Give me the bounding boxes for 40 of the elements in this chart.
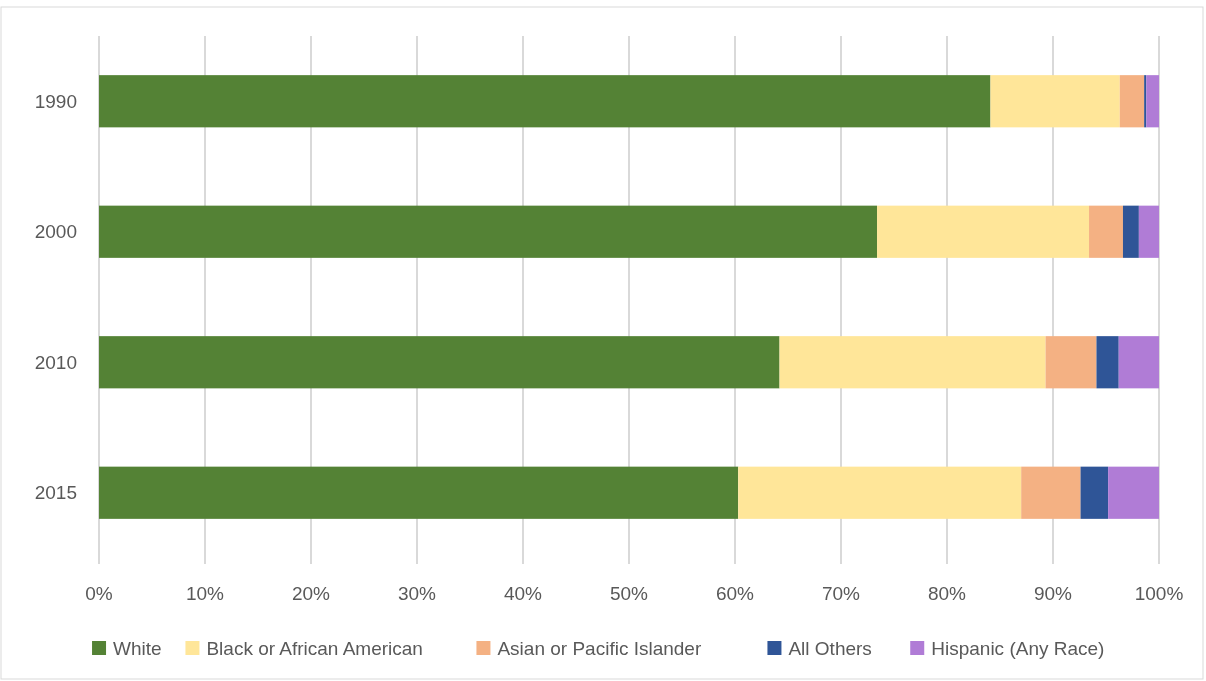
bar — [877, 205, 1090, 258]
x-tick-label: 60% — [715, 583, 755, 604]
bar — [1045, 336, 1097, 389]
y-tick-label: 2010 — [34, 351, 77, 373]
bar — [1118, 336, 1159, 389]
x-tick-label: 90% — [1033, 583, 1073, 604]
y-tick-label: 2015 — [34, 482, 77, 504]
bar — [1080, 466, 1109, 519]
bar — [738, 466, 1022, 519]
bar — [1144, 75, 1147, 128]
bar — [990, 75, 1120, 128]
x-tick-label: 50% — [609, 583, 649, 604]
bar — [99, 336, 780, 389]
bar — [99, 466, 739, 519]
bar — [1119, 75, 1145, 128]
legend-label: All Others — [788, 637, 872, 659]
legend-label: White — [113, 637, 162, 659]
x-tick-label: 100% — [1134, 583, 1184, 604]
legend-label: Black or African American — [206, 637, 423, 659]
bar — [1122, 205, 1139, 258]
x-tick-label: 80% — [927, 583, 967, 604]
x-tick-label: 70% — [821, 583, 861, 604]
y-tick-label: 2000 — [34, 221, 77, 243]
bar — [1021, 466, 1081, 519]
x-tick-label: 20% — [291, 583, 331, 604]
bar — [779, 336, 1046, 389]
bar — [1146, 75, 1159, 128]
y-tick-label: 1990 — [34, 90, 77, 112]
bar — [99, 75, 991, 128]
x-tick-label: 40% — [503, 583, 543, 604]
legend-label: Hispanic (Any Race) — [931, 637, 1105, 659]
x-tick-label: 30% — [397, 583, 437, 604]
x-tick-label: 10% — [185, 583, 225, 604]
bar — [1089, 205, 1123, 258]
bar — [1096, 336, 1119, 389]
legend-label: Asian or Pacific Islander — [497, 637, 702, 659]
bar — [1108, 466, 1159, 519]
bar — [1138, 205, 1159, 258]
bar — [99, 205, 878, 258]
x-tick-label: 0% — [85, 583, 113, 604]
